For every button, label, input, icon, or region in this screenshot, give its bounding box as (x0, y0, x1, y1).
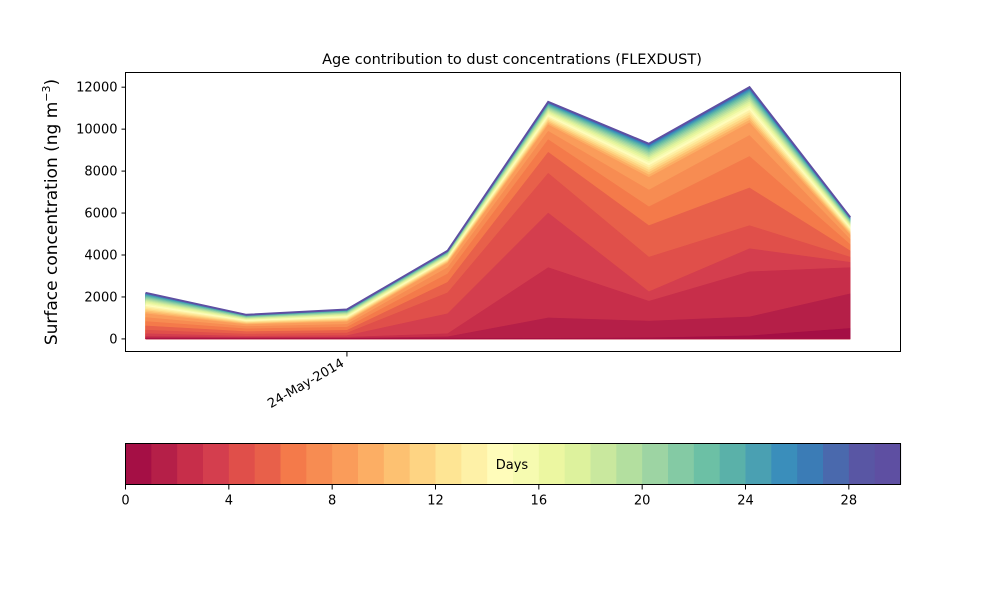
colorbar-swatch-day-25 (771, 443, 798, 485)
stacked-area-layers (145, 86, 851, 340)
colorbar-swatch-day-24 (745, 443, 772, 485)
colorbar-swatch-day-3 (203, 443, 230, 485)
colorbar-swatch-day-5 (254, 443, 282, 485)
colorbar (125, 443, 902, 485)
colorbar-swatch-day-20 (642, 443, 669, 485)
colorbar-tick-label: 16 (531, 494, 548, 509)
colorbar-swatch-day-21 (668, 443, 695, 485)
colorbar-swatch-day-11 (409, 443, 437, 485)
colorbar-swatch-day-1 (151, 443, 178, 485)
y-axis-label-superscript: −3 (40, 85, 53, 101)
colorbar-swatch-day-26 (797, 443, 824, 485)
colorbar-swatch-day-6 (280, 443, 307, 485)
y-axis-label-main: Surface concentration (ng m (42, 102, 62, 345)
colorbar-swatch-day-13 (461, 443, 488, 485)
colorbar-swatch-day-18 (590, 443, 617, 485)
colorbar-tick-label: 8 (328, 494, 336, 509)
colorbar-swatch-day-28 (848, 443, 876, 485)
colorbar-swatch-day-17 (564, 443, 592, 485)
colorbar-swatch-day-19 (616, 443, 643, 485)
colorbar-tick-label: 0 (121, 494, 129, 509)
colorbar-frame (125, 443, 901, 485)
total-line (145, 85, 851, 316)
colorbar-swatch-day-10 (383, 443, 411, 485)
colorbar-tick-label: 20 (634, 494, 651, 509)
y-tick-label: 10000 (76, 123, 117, 138)
colorbar-swatch-day-0 (125, 443, 152, 485)
colorbar-swatch-day-15 (513, 443, 540, 485)
y-tick-label: 8000 (84, 165, 117, 180)
y-tick-label: 6000 (84, 207, 117, 222)
area-layer-day-0 (145, 328, 851, 340)
colorbar-swatch-day-7 (306, 443, 333, 485)
x-axis: 24-May-2014 (265, 351, 348, 412)
colorbar-swatch-day-8 (332, 443, 359, 485)
y-axis: 0 2000 4000 6000 8000 10000 12000 (76, 81, 126, 347)
y-tick-label: 2000 (84, 290, 117, 305)
colorbar-swatch-day-22 (693, 443, 721, 485)
colorbar-swatch-day-27 (823, 443, 850, 485)
colorbar-swatch-day-4 (228, 443, 256, 485)
colorbar-swatch-day-16 (538, 443, 566, 485)
colorbar-axis: 0 4 8 12 16 20 24 28 (121, 484, 858, 509)
x-tick-label: 24-May-2014 (265, 356, 347, 412)
colorbar-tick-label: 28 (841, 494, 858, 509)
y-axis-label: Surface concentration (ng m−3) (40, 79, 62, 345)
colorbar-swatch-day-12 (435, 443, 462, 485)
chart-title: Age contribution to dust concentrations … (322, 52, 702, 68)
colorbar-tick-label: 24 (737, 494, 754, 509)
colorbar-tick-label: 4 (225, 494, 233, 509)
colorbar-label: Days (496, 458, 529, 473)
colorbar-swatch-day-29 (874, 443, 902, 485)
colorbar-swatch-day-14 (487, 443, 514, 485)
y-tick-label: 4000 (84, 249, 117, 264)
colorbar-swatch-day-2 (177, 443, 204, 485)
colorbar-swatch-day-23 (719, 443, 747, 485)
plot-frame (125, 72, 901, 352)
y-axis-label-suffix: ) (42, 79, 62, 86)
y-tick-label: 0 (109, 332, 117, 347)
y-tick-label: 12000 (76, 81, 117, 96)
colorbar-swatch-day-9 (358, 443, 385, 485)
colorbar-tick-label: 12 (427, 494, 444, 509)
